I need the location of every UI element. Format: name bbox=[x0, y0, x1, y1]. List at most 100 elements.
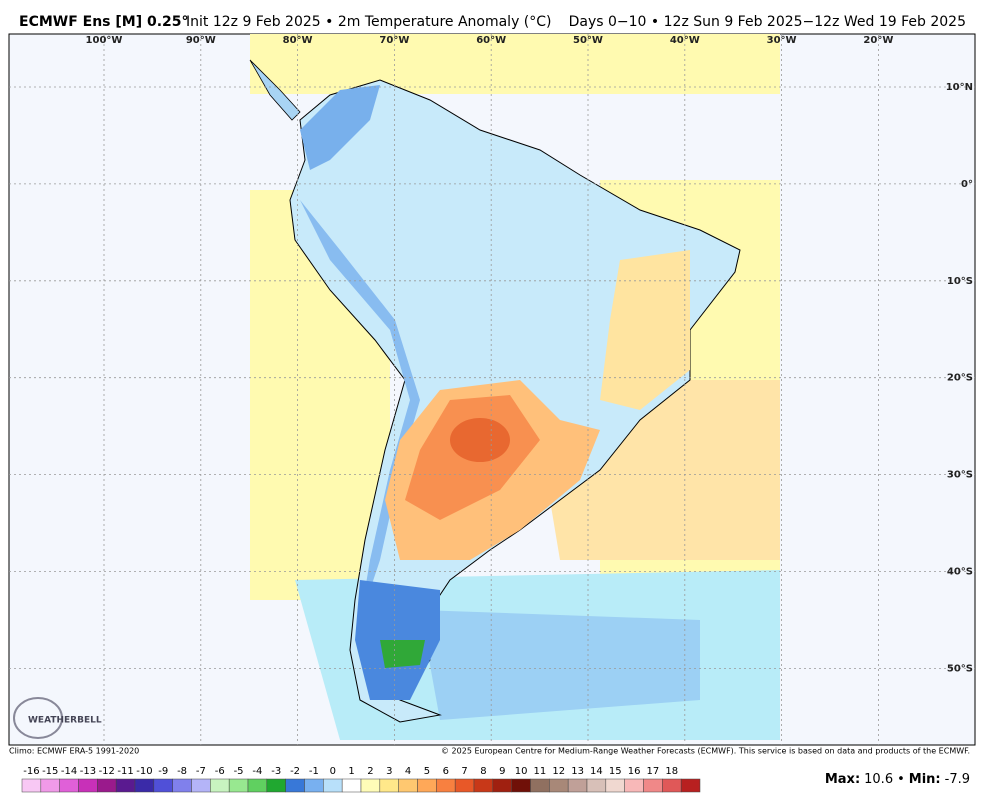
colorbar-cell bbox=[97, 778, 117, 793]
footer-left: Climo: ECMWF ERA-5 1991-2020 bbox=[9, 747, 139, 756]
colorbar-label: -1 bbox=[309, 766, 319, 777]
colorbar-cell bbox=[530, 778, 550, 793]
map: 100°W 90°W 80°W 70°W 60°W 50°W 40°W 30°W 20°W 10°… bbox=[8, 33, 976, 746]
colorbar-cell bbox=[21, 778, 42, 793]
colorbar-label: -2 bbox=[290, 766, 300, 777]
colorbar-cell bbox=[624, 778, 644, 793]
colorbar-cell bbox=[360, 778, 381, 793]
colorbar-label: 11 bbox=[534, 766, 547, 777]
colorbar-cell bbox=[567, 778, 588, 793]
colorbar-label: 0 bbox=[330, 766, 336, 777]
colorbar-cell bbox=[115, 778, 136, 793]
colorbar-cell bbox=[191, 778, 211, 793]
colorbar-label: 18 bbox=[665, 766, 678, 777]
anomaly-area bbox=[250, 34, 780, 94]
anomaly-area bbox=[420, 610, 700, 720]
colorbar-label: 15 bbox=[609, 766, 622, 777]
colorbar-cell bbox=[680, 778, 701, 793]
colorbar-cell bbox=[398, 778, 418, 793]
colorbar-label: 17 bbox=[647, 766, 660, 777]
latitude-label: 30°S bbox=[947, 470, 973, 481]
latitude-label: 10°N bbox=[946, 82, 973, 93]
latitude-label: 50°S bbox=[947, 663, 973, 674]
colorbar-cell bbox=[172, 778, 192, 793]
colorbar-cell bbox=[549, 778, 569, 793]
colorbar-label: 3 bbox=[386, 766, 392, 777]
colorbar-label: 10 bbox=[515, 766, 528, 777]
colorbar-label: -16 bbox=[23, 766, 39, 777]
colorbar-label: 2 bbox=[367, 766, 373, 777]
colorbar: -16 -15 -14 -13 -12 -11 -10 -9 -8 -7 -6 -5 -4 -3 -2 -1 0… bbox=[21, 766, 701, 793]
colorbar-label: -14 bbox=[61, 766, 77, 777]
anomaly-area bbox=[450, 418, 510, 462]
anomaly-area bbox=[380, 640, 425, 668]
colorbar-label: 1 bbox=[348, 766, 354, 777]
logo: WEATHERBELL bbox=[28, 716, 102, 726]
stats-part: 10.6 bbox=[864, 772, 893, 787]
colorbar-label: -11 bbox=[117, 766, 133, 777]
colorbar-label: -10 bbox=[136, 766, 152, 777]
colorbar-cell bbox=[266, 778, 286, 793]
colorbar-label: -9 bbox=[158, 766, 168, 777]
longitude-label: 90°W bbox=[186, 35, 216, 46]
colorbar-cell bbox=[511, 778, 531, 793]
colorbar-cell bbox=[379, 778, 399, 793]
colorbar-cell bbox=[210, 778, 230, 793]
colorbar-cell bbox=[662, 778, 682, 793]
colorbar-cell bbox=[454, 778, 475, 793]
colorbar-cell bbox=[473, 778, 494, 793]
colorbar-cell bbox=[417, 778, 437, 793]
colorbar-label: -7 bbox=[196, 766, 206, 777]
longitude-label: 50°W bbox=[573, 35, 603, 46]
longitude-label: 70°W bbox=[379, 35, 409, 46]
colorbar-cell bbox=[605, 778, 625, 793]
footer-right: © 2025 European Centre for Medium-Range … bbox=[441, 747, 970, 756]
colorbar-label: 9 bbox=[499, 766, 505, 777]
colorbar-cell bbox=[436, 778, 456, 793]
colorbar-label: 8 bbox=[480, 766, 486, 777]
title-rest: Init 12z 9 Feb 2025 • 2m Temperature Ano… bbox=[186, 14, 552, 30]
logo-swirl bbox=[13, 697, 63, 739]
colorbar-label: 12 bbox=[552, 766, 565, 777]
longitude-label: 60°W bbox=[476, 35, 506, 46]
colorbar-label: -5 bbox=[234, 766, 244, 777]
anomaly-area bbox=[600, 250, 690, 410]
colorbar-cell bbox=[492, 778, 512, 793]
colorbar-cell bbox=[59, 778, 79, 793]
stats-part: • bbox=[897, 772, 905, 787]
colorbar-label: -3 bbox=[271, 766, 281, 777]
stats-part: Max: bbox=[825, 772, 860, 787]
colorbar-cell bbox=[285, 778, 305, 793]
latitude-label: 0° bbox=[961, 179, 973, 190]
colorbar-label: -13 bbox=[80, 766, 96, 777]
colorbar-cell bbox=[643, 778, 663, 793]
longitude-label: 20°W bbox=[863, 35, 893, 46]
colorbar-cell bbox=[40, 778, 60, 793]
colorbar-label: 4 bbox=[405, 766, 411, 777]
anomaly-area bbox=[300, 85, 380, 170]
stats: Max: 10.6 • Min: -7.9 bbox=[825, 772, 970, 787]
colorbar-cell bbox=[323, 778, 343, 793]
colorbar-label: 14 bbox=[590, 766, 603, 777]
stats-part: Min: bbox=[909, 772, 941, 787]
latitude-label: 40°S bbox=[947, 567, 973, 578]
longitude-label: 80°W bbox=[283, 35, 313, 46]
latitude-label: 20°S bbox=[947, 373, 973, 384]
colorbar-label: 16 bbox=[628, 766, 641, 777]
colorbar-label: -4 bbox=[252, 766, 262, 777]
longitude-label: 40°W bbox=[670, 35, 700, 46]
colorbar-cell bbox=[134, 778, 155, 793]
colorbar-cell bbox=[78, 778, 98, 793]
title-bold: ECMWF Ens [M] 0.25° bbox=[19, 14, 189, 30]
longitude-label: 100°W bbox=[86, 35, 123, 46]
land bbox=[249, 59, 301, 121]
colorbar-cell bbox=[247, 778, 268, 793]
colorbar-label: 7 bbox=[461, 766, 467, 777]
longitude-label: 30°W bbox=[767, 35, 797, 46]
latitude-label: 10°S bbox=[947, 276, 973, 287]
colorbar-cell bbox=[228, 778, 249, 793]
colorbar-label: 13 bbox=[571, 766, 584, 777]
colorbar-label: 6 bbox=[443, 766, 449, 777]
stats-part: -7.9 bbox=[945, 772, 970, 787]
